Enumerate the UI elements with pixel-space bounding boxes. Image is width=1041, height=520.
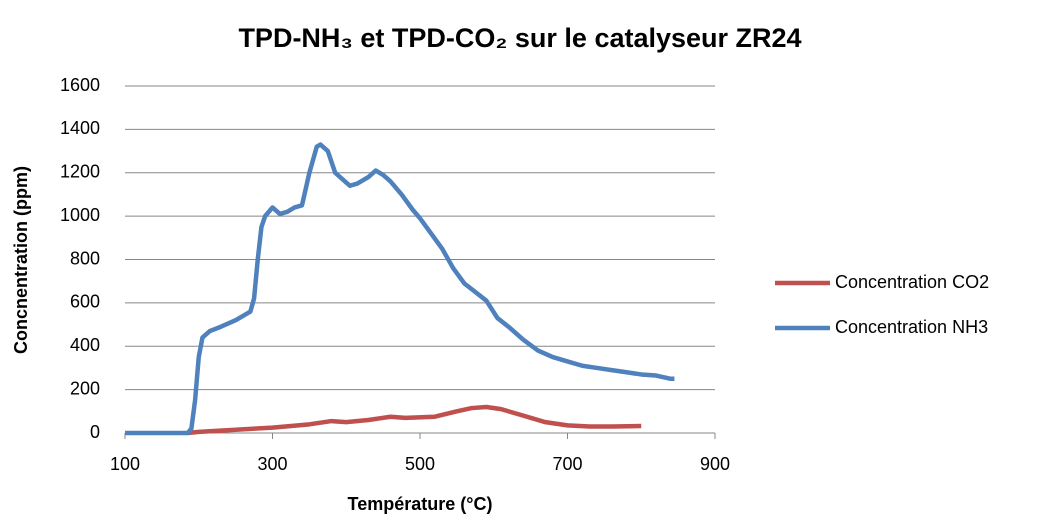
x-tick-label: 100	[110, 454, 140, 474]
legend-label: Concentration NH3	[835, 317, 988, 337]
x-tick-label: 300	[257, 454, 287, 474]
data-line	[125, 142, 675, 436]
y-axis-title: Concnentration (ppm)	[11, 166, 31, 354]
x-tick-label: 900	[700, 454, 730, 474]
y-tick-label: 800	[70, 248, 100, 268]
x-tick-label: 500	[405, 454, 435, 474]
data-line	[187, 404, 642, 436]
y-tick-label: 1200	[60, 162, 100, 182]
y-tick-label: 400	[70, 335, 100, 355]
y-tick-label: 1400	[60, 118, 100, 138]
y-tick-label: 200	[70, 378, 100, 398]
y-tick-label: 1000	[60, 205, 100, 225]
chart-title: TPD-NH₃ et TPD-CO₂ sur le catalyseur ZR2…	[238, 23, 801, 53]
y-tick-label: 0	[90, 422, 100, 442]
x-axis-title: Température (°C)	[348, 494, 493, 514]
x-tick-label: 700	[552, 454, 582, 474]
legend-label: Concentration CO2	[835, 272, 989, 292]
y-tick-label: 600	[70, 292, 100, 312]
y-tick-label: 1600	[60, 75, 100, 95]
